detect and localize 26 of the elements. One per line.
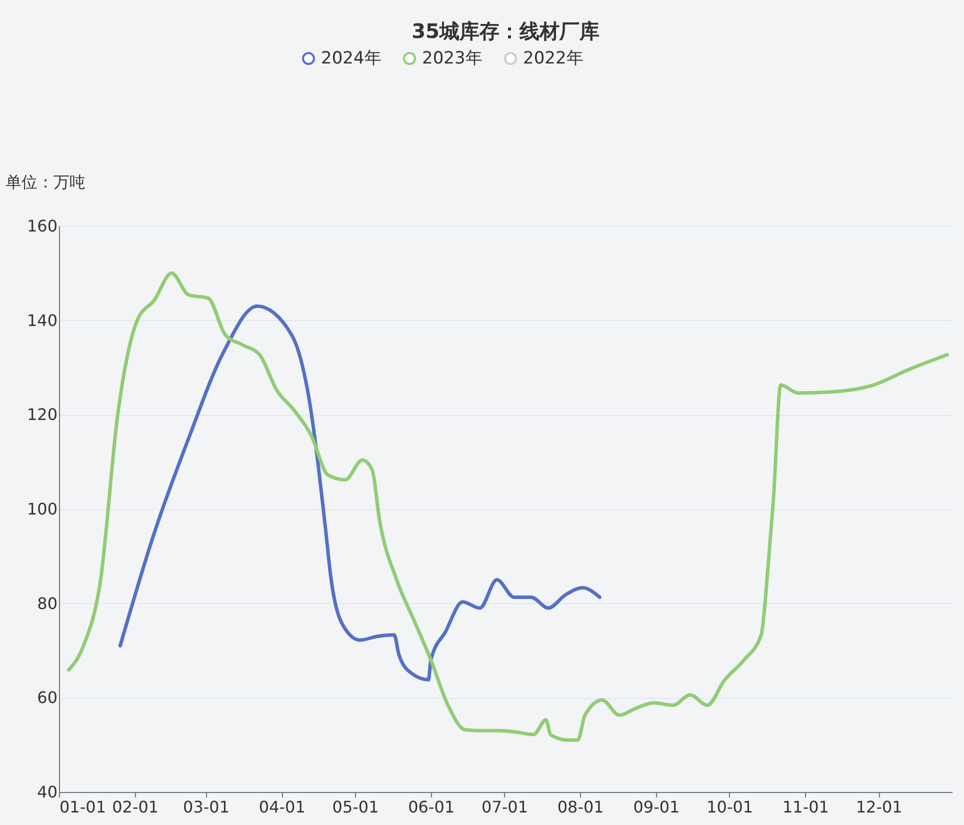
x-tick-label: 09-01 [633, 798, 680, 816]
y-tick-label: 80 [37, 594, 58, 613]
legend-label: 2023年 [422, 48, 482, 69]
x-tick-label: 08-01 [557, 798, 604, 816]
y-axis-title: 单位：万吨 [6, 172, 86, 192]
y-tick-label: 100 [26, 500, 58, 518]
x-tick-label: 07-01 [482, 798, 528, 816]
x-tick-label: 10-01 [706, 798, 754, 816]
y-tick-label: 60 [37, 688, 58, 708]
x-tick-label: 03-01 [183, 798, 230, 816]
x-tick-label: 06-01 [408, 798, 455, 816]
chart-title: 35城库存：线材厂库 [412, 19, 600, 43]
legend-label: 2022年 [523, 48, 584, 69]
x-tick-label: 01-01 [60, 798, 106, 816]
line-series [118, 304, 602, 682]
x-tick-label: 05-01 [332, 798, 379, 816]
legend-label: 2024年 [321, 48, 382, 69]
y-tick-label: 40 [37, 782, 58, 802]
x-tick-label: 11-01 [782, 798, 829, 816]
x-tick-label: 12-01 [856, 798, 902, 816]
line-series [67, 271, 949, 742]
x-tick-label: 04-01 [258, 798, 306, 816]
y-tick-label: 140 [26, 310, 58, 330]
y-tick-label: 120 [26, 405, 58, 424]
y-tick-label: 160 [26, 216, 58, 236]
x-tick-label: 02-01 [112, 798, 159, 816]
